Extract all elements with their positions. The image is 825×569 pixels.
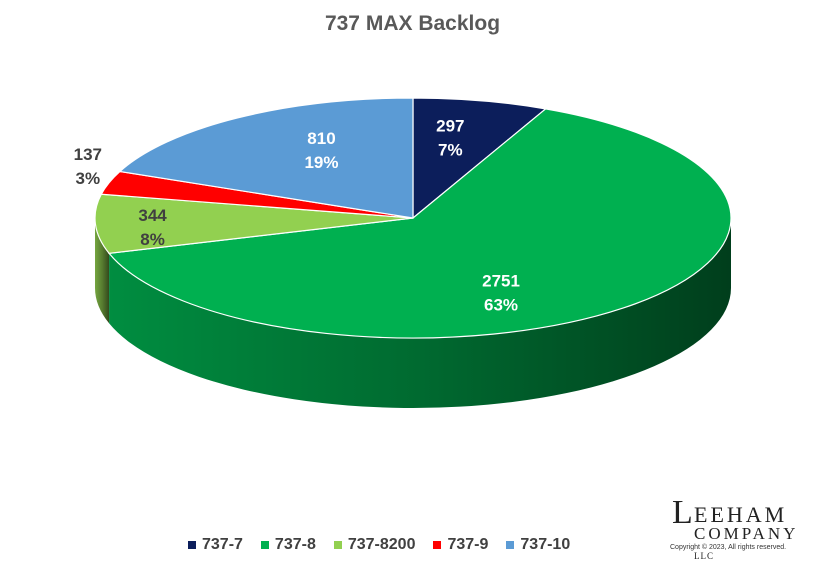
legend-swatch xyxy=(188,541,196,549)
logo-word-ompany: OMPANY xyxy=(708,524,798,543)
pie-side-737-8 xyxy=(109,218,731,409)
chart-title: 737 MAX Backlog xyxy=(324,12,501,35)
legend-label: 737-8200 xyxy=(347,536,416,553)
legend-swatch xyxy=(433,541,442,549)
data-label-percent-737-10: 19% xyxy=(304,153,338,172)
legend-swatch xyxy=(506,541,515,549)
legend-swatch xyxy=(333,541,342,549)
legend-item-737-9: 737-9 xyxy=(433,536,488,554)
data-label-percent-737-8200: 8% xyxy=(140,230,165,249)
data-label-value-737-7: 297 xyxy=(436,117,464,136)
data-label-value-737-8200: 344 xyxy=(138,206,167,225)
pie-side-737-8200 xyxy=(95,218,110,324)
data-label-percent-737-8: 63% xyxy=(484,295,518,314)
data-label-value-737-10: 810 xyxy=(307,129,335,148)
legend-label: 737-8 xyxy=(274,536,316,553)
pie-slice-737-8200 xyxy=(94,193,414,254)
legend-swatch xyxy=(260,541,269,549)
pie-slice-737-8 xyxy=(107,108,732,339)
logo-letter-l: L xyxy=(672,494,694,531)
logo-llc: LLC xyxy=(694,551,714,561)
legend: 737-7 737-8 737-8200 737-9 737-10 xyxy=(188,536,570,554)
legend-label: 737-10 xyxy=(520,536,571,553)
legend-label: 737-9 xyxy=(447,536,489,553)
legend-item-737-7: 737-7 xyxy=(188,536,243,554)
logo-word-leeham: EEHAM xyxy=(694,502,788,527)
logo-word-company: COMPANY LLC xyxy=(694,524,808,564)
pie-side-walls xyxy=(95,218,731,409)
legend-label: 737-7 xyxy=(202,536,243,553)
pie-slice-737-7 xyxy=(412,97,547,220)
data-label-value-737-9: 137 xyxy=(74,145,102,164)
pie-slice-737-10 xyxy=(118,97,414,219)
legend-item-737-10: 737-10 xyxy=(506,536,570,554)
logo-letter-c: C xyxy=(694,524,709,543)
data-label-percent-737-9: 3% xyxy=(76,169,101,188)
data-label-percent-737-7: 7% xyxy=(438,141,463,160)
leeham-logo: L EEHAM COMPANY LLC Copyright © 2023, Al… xyxy=(668,494,808,561)
logo-copyright: Copyright © 2023, All rights reserved. xyxy=(670,544,787,551)
data-label-value-737-8: 2751 xyxy=(482,271,520,290)
legend-item-737-8: 737-8 xyxy=(260,536,316,554)
legend-item-737-8200: 737-8200 xyxy=(333,536,416,554)
